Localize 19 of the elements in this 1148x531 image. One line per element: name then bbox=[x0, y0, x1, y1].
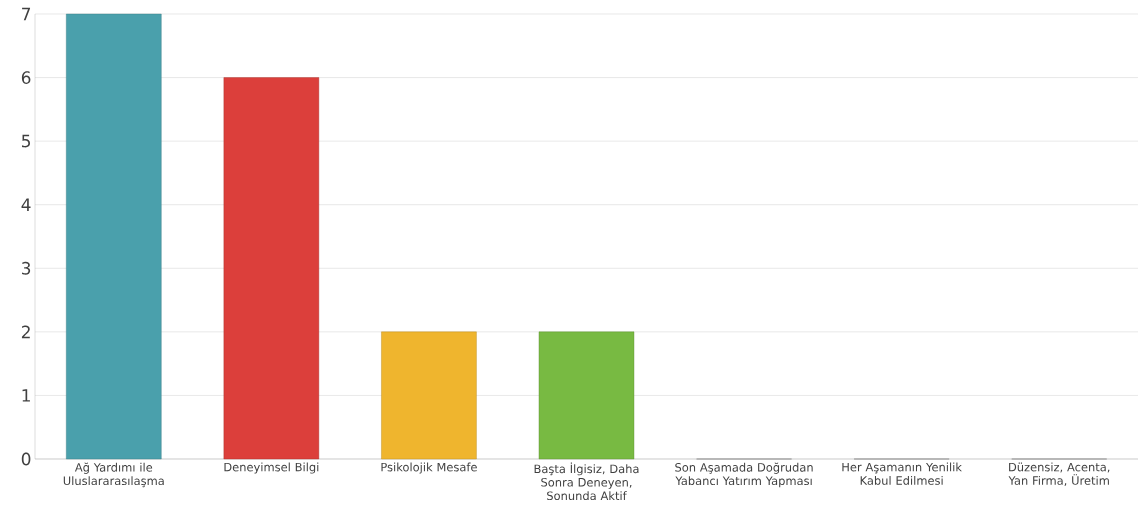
x-tick-label: Başta İlgisiz, Daha Sonra Deneyen, Sonunda Aktif bbox=[534, 462, 639, 501]
x-tick-label: Her Aşamanın Yenilik Kabul Edilmesi bbox=[842, 462, 962, 485]
y-tick-label: 0 bbox=[21, 452, 31, 466]
y-tick-label: 6 bbox=[21, 71, 31, 84]
bar bbox=[223, 77, 320, 460]
y-tick-label: 7 bbox=[22, 7, 31, 21]
bar bbox=[381, 331, 477, 460]
y-tick-label: 4 bbox=[21, 198, 31, 211]
bar bbox=[66, 13, 162, 460]
bar bbox=[538, 331, 635, 460]
x-tick-label: Son Aşamada Doğrudan Yabancı Yatırım Yapması bbox=[675, 462, 813, 488]
x-tick-label: Düzensiz, Acenta, Yan Firma, Üretim bbox=[1008, 462, 1110, 486]
y-tick-label: 1 bbox=[22, 389, 30, 402]
x-tick-label: Ağ Yardımı ile Uluslararasılaşma bbox=[63, 462, 164, 488]
x-tick-label: Psikolojik Mesafe bbox=[381, 462, 477, 474]
y-tick-label: 5 bbox=[22, 134, 30, 148]
x-tick-label: Deneyimsel Bilgi bbox=[224, 462, 319, 474]
y-tick-label: 2 bbox=[21, 325, 30, 339]
y-tick-label: 3 bbox=[22, 261, 31, 275]
